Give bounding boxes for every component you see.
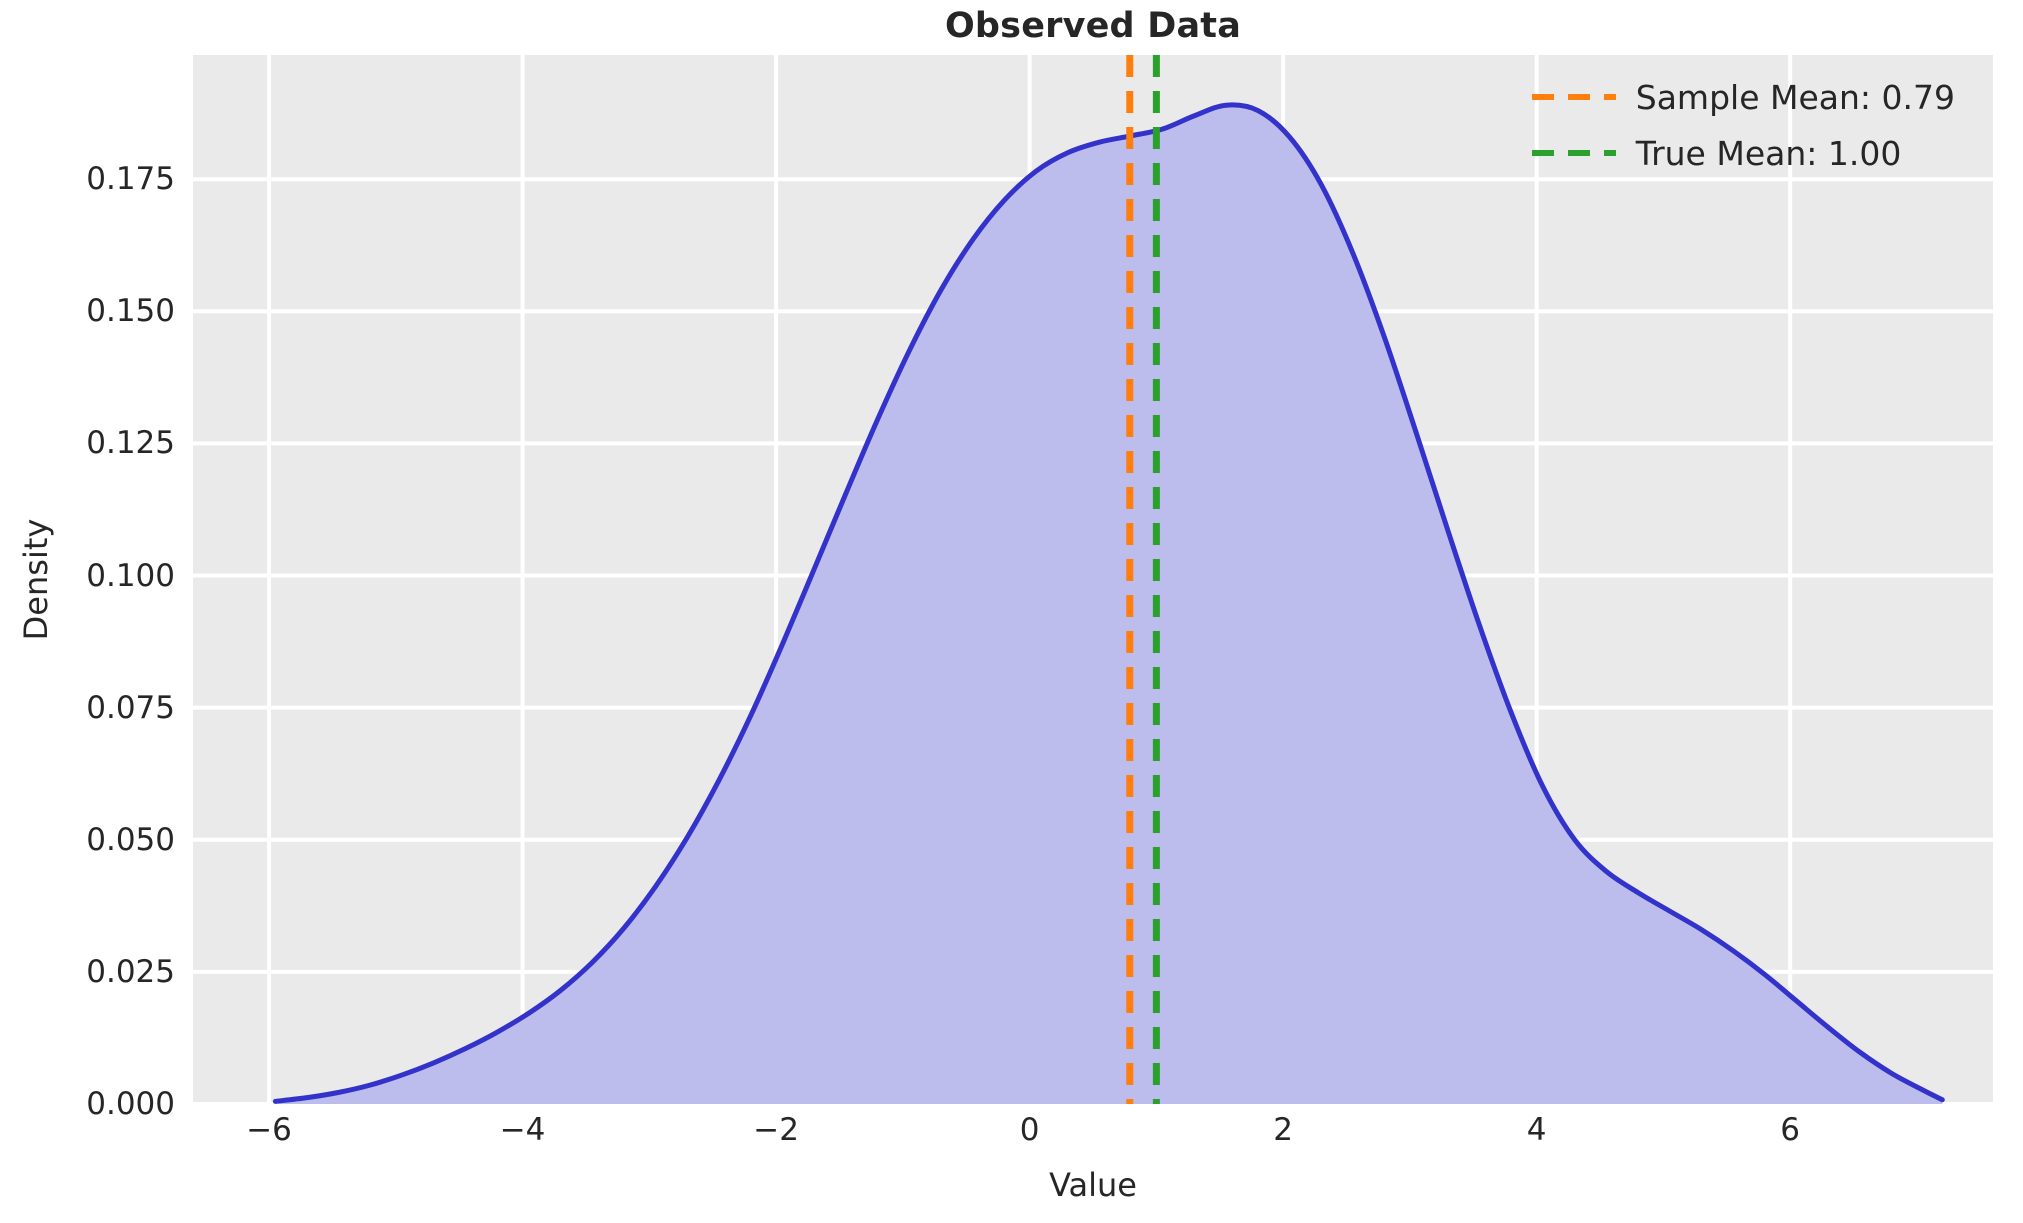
x-tick-label: 6 xyxy=(1780,1112,1801,1148)
chart-legend: Sample Mean: 0.79 True Mean: 1.00 xyxy=(1531,73,1955,177)
mean-vertical-lines xyxy=(1126,55,1160,1104)
kde-line xyxy=(272,102,1945,1104)
y-axis-tick-labels: 0.000 0.025 0.050 0.075 0.100 0.125 0.150 0.175 xyxy=(0,55,193,1122)
x-axis-label: Value xyxy=(1049,1166,1137,1204)
legend-swatch-sample-mean xyxy=(1531,94,1616,100)
y-tick-label: 0.150 xyxy=(86,293,175,330)
x-tick-label: 0 xyxy=(1019,1112,1040,1148)
y-tick-label: 0.175 xyxy=(86,161,175,198)
y-tick-label: 0.100 xyxy=(86,557,175,594)
plot-area: Sample Mean: 0.79 True Mean: 1.00 xyxy=(193,55,1993,1104)
kde-plot-svg xyxy=(193,55,1993,1104)
y-tick-label: 0.125 xyxy=(86,425,175,462)
kde-fill-area xyxy=(275,104,1943,1104)
legend-item-true-mean: True Mean: 1.00 xyxy=(1531,129,1955,177)
x-tick-label: −4 xyxy=(499,1112,546,1148)
legend-label-true-mean: True Mean: 1.00 xyxy=(1635,133,1902,173)
x-tick-label: −6 xyxy=(246,1112,292,1148)
legend-label-sample-mean: Sample Mean: 0.79 xyxy=(1635,77,1955,117)
x-axis-tick-labels: −6 −4 −2 0 2 4 6 xyxy=(193,1112,1993,1156)
x-tick-label: 4 xyxy=(1526,1112,1547,1148)
chart-title: Observed Data xyxy=(944,6,1242,46)
legend-swatch-true-mean xyxy=(1531,150,1616,156)
y-tick-label: 0.025 xyxy=(86,953,175,990)
y-axis-label: Density xyxy=(17,518,55,641)
x-tick-label: −2 xyxy=(753,1112,799,1148)
x-tick-label: 2 xyxy=(1273,1112,1294,1148)
legend-item-sample-mean: Sample Mean: 0.79 xyxy=(1531,73,1955,121)
y-tick-label: 0.075 xyxy=(86,689,175,726)
y-tick-label: 0.000 xyxy=(86,1086,175,1122)
y-tick-label: 0.050 xyxy=(86,821,175,858)
